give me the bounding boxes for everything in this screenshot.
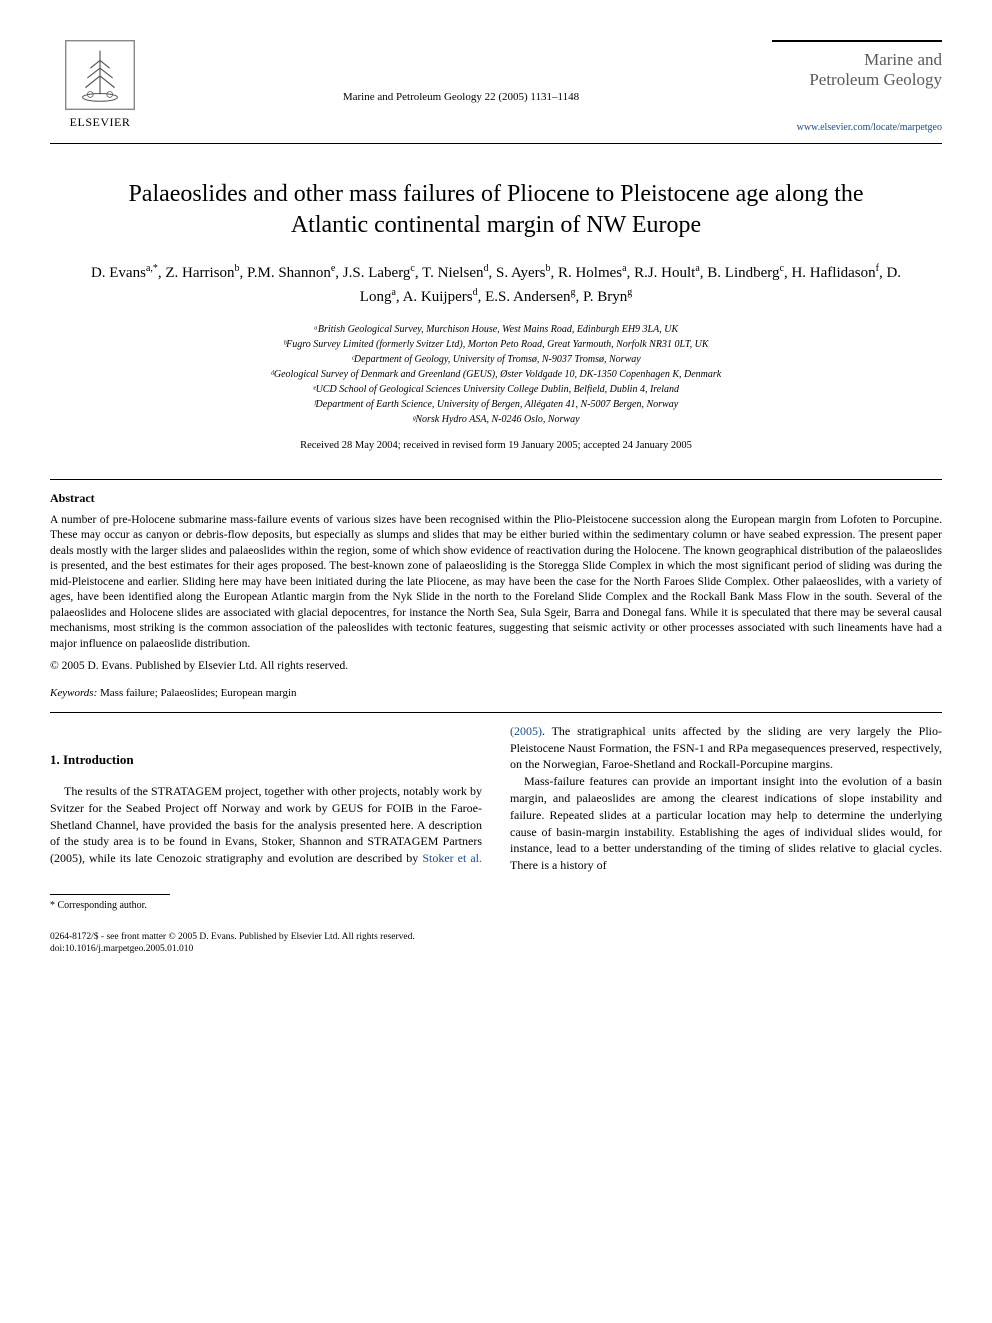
article-title: Palaeoslides and other mass failures of … [90,179,902,241]
publisher-logo-block: ELSEVIER [50,40,150,131]
intro-p1-text-b: . The stratigraphical units affected by … [510,724,942,772]
intro-paragraph-2: Mass-failure features can provide an imp… [510,773,942,874]
affiliations-list: ᵃBritish Geological Survey, Murchison Ho… [50,322,942,427]
journal-title-line1: Marine and [772,50,942,70]
affiliation-line: ᶠDepartment of Earth Science, University… [50,397,942,412]
abstract-body: A number of pre-Holocene submarine mass-… [50,513,942,653]
page-footer: 0264-8172/$ - see front matter © 2005 D.… [50,931,942,956]
footer-doi: doi:10.1016/j.marpetgeo.2005.01.010 [50,943,942,955]
abstract-copyright: © 2005 D. Evans. Published by Elsevier L… [50,658,942,674]
abstract-heading: Abstract [50,490,942,507]
footer-front-matter: 0264-8172/$ - see front matter © 2005 D.… [50,931,942,943]
author-list: D. Evansa,*, Z. Harrisonb, P.M. Shannone… [70,261,922,308]
keywords-line: Keywords: Mass failure; Palaeoslides; Eu… [50,686,942,701]
body-columns: 1. Introduction The results of the STRAT… [50,723,942,874]
journal-title-block: Marine and Petroleum Geology www.elsevie… [772,40,942,135]
affiliation-line: ᵈGeological Survey of Denmark and Greenl… [50,367,942,382]
affiliation-line: ᵍNorsk Hydro ASA, N-0246 Oslo, Norway [50,412,942,427]
divider [50,712,942,713]
corresponding-author-footnote: * Corresponding author. [50,899,942,913]
intro-p1-text-a: The results of the STRATAGEM project, to… [50,784,482,865]
article-dates: Received 28 May 2004; received in revise… [50,439,942,454]
publisher-name: ELSEVIER [70,114,131,131]
affiliation-line: ᵇFugro Survey Limited (formerly Svitzer … [50,337,942,352]
keywords-values: Mass failure; Palaeoslides; European mar… [97,687,296,699]
journal-url-link[interactable]: www.elsevier.com/locate/marpetgeo [772,121,942,135]
affiliation-line: ᵃBritish Geological Survey, Murchison Ho… [50,322,942,337]
affiliation-line: ᶜDepartment of Geology, University of Tr… [50,352,942,367]
keywords-label: Keywords: [50,687,97,699]
citation-line: Marine and Petroleum Geology 22 (2005) 1… [150,40,772,105]
divider [50,479,942,480]
journal-header: ELSEVIER Marine and Petroleum Geology 22… [50,40,942,144]
section-heading-introduction: 1. Introduction [50,751,482,769]
affiliation-line: ᵉUCD School of Geological Sciences Unive… [50,382,942,397]
footnote-divider [50,894,170,895]
elsevier-tree-icon [65,40,135,110]
journal-title-line2: Petroleum Geology [772,70,942,90]
